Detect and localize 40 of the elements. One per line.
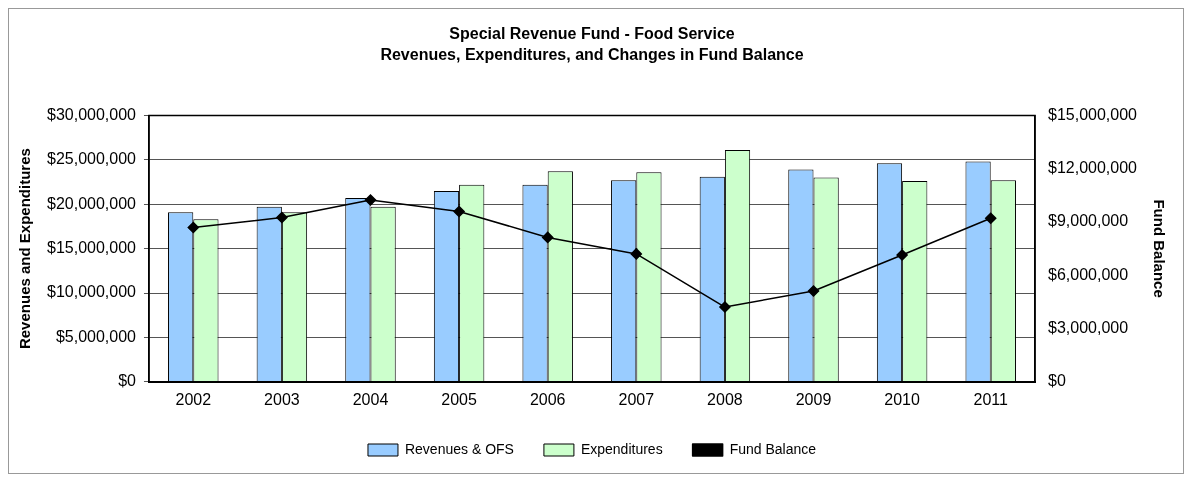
point xyxy=(453,205,465,218)
point xyxy=(719,301,731,313)
point xyxy=(896,249,908,261)
x-tick-label: 2005 xyxy=(441,390,477,408)
y-axis-title: Revenues and Expenditures xyxy=(16,148,34,350)
x-tick-label: 2009 xyxy=(795,390,832,408)
y2-tick-label: $6,000,000 xyxy=(1048,265,1129,283)
x-tick-label: 2002 xyxy=(175,390,212,408)
x-tick-label: 2010 xyxy=(884,390,921,408)
y-tick-label: $25,000,000 xyxy=(46,150,137,168)
legend-label: Fund Balance xyxy=(729,440,817,457)
y-tick-label: $10,000,000 xyxy=(46,283,137,301)
x-tick-label: 2008 xyxy=(707,390,743,408)
point xyxy=(984,212,997,224)
chart-title: Special Revenue Fund - Food Service xyxy=(449,25,735,43)
y2-tick-label: $9,000,000 xyxy=(1048,212,1129,230)
y2-tick-label: $12,000,000 xyxy=(1048,159,1138,177)
point xyxy=(807,285,820,297)
y2-axis-title: Fund Balance xyxy=(1150,199,1168,298)
x-tick-label: 2011 xyxy=(973,390,1009,408)
point xyxy=(187,221,200,234)
y2-tick-label: $0 xyxy=(1048,372,1066,390)
y2-tick-label: $15,000,000 xyxy=(1048,105,1138,123)
x-tick-label: 2004 xyxy=(352,390,389,408)
x-tick-label: 2007 xyxy=(618,390,655,408)
chart-subtitle: Revenues, Expenditures, and Changes in Fund Balance xyxy=(380,46,804,64)
x-tick-label: 2003 xyxy=(264,390,300,408)
point xyxy=(541,231,554,244)
legend-label: Revenues & OFS xyxy=(404,440,514,457)
legend-label: Expenditures xyxy=(580,440,663,457)
y-tick-label: $20,000,000 xyxy=(46,194,137,212)
point xyxy=(276,211,288,224)
x-tick-label: 2006 xyxy=(529,390,566,408)
y2-tick-label: $3,000,000 xyxy=(1048,318,1129,336)
point xyxy=(630,248,643,260)
y-tick-label: $30,000,000 xyxy=(46,105,137,123)
y-tick-label: $0 xyxy=(118,372,137,390)
point xyxy=(364,194,377,206)
y-tick-label: $5,000,000 xyxy=(55,327,137,345)
y-tick-label: $15,000,000 xyxy=(46,239,137,257)
